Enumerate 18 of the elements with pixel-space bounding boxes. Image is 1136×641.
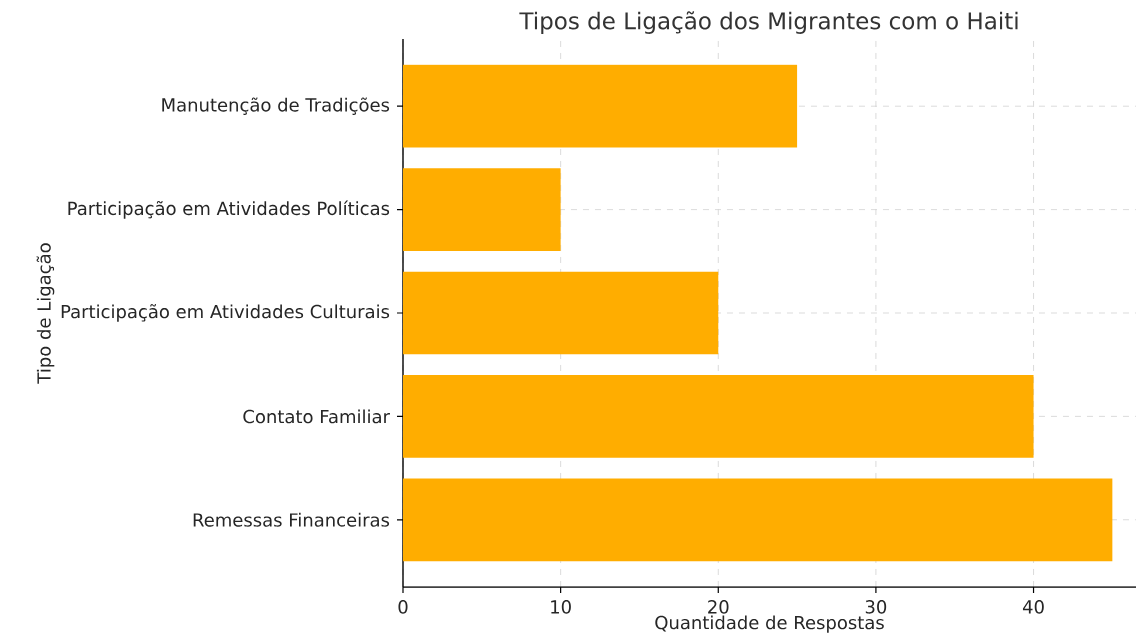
- x-tick-label: 0: [398, 600, 408, 614]
- chart-title: Tipos de Ligação dos Migrantes com o Haiti: [519, 11, 1018, 34]
- bar: [403, 168, 561, 251]
- x-tick-label: 20: [708, 600, 729, 614]
- y-tick-label: Participação em Atividades Políticas: [68, 200, 390, 219]
- bar: [403, 478, 1113, 562]
- bar: [403, 375, 1034, 458]
- x-axis-title: Quantidade de Respostas: [655, 615, 884, 633]
- bar: [403, 64, 798, 148]
- x-tick-label: 40: [1022, 600, 1044, 614]
- y-tick-label: Remessas Financeiras: [193, 512, 390, 527]
- y-axis-title: Tipo de Ligação: [36, 243, 55, 384]
- y-tick-label: Participação em Atividades Culturais: [61, 304, 390, 322]
- y-tick-label: Contato Familiar: [243, 409, 390, 424]
- x-tick-label: 10: [551, 600, 571, 614]
- bar: [403, 271, 719, 355]
- x-tick-label: 30: [865, 600, 887, 614]
- y-tick-label: Manutenção de Tradições: [162, 97, 390, 115]
